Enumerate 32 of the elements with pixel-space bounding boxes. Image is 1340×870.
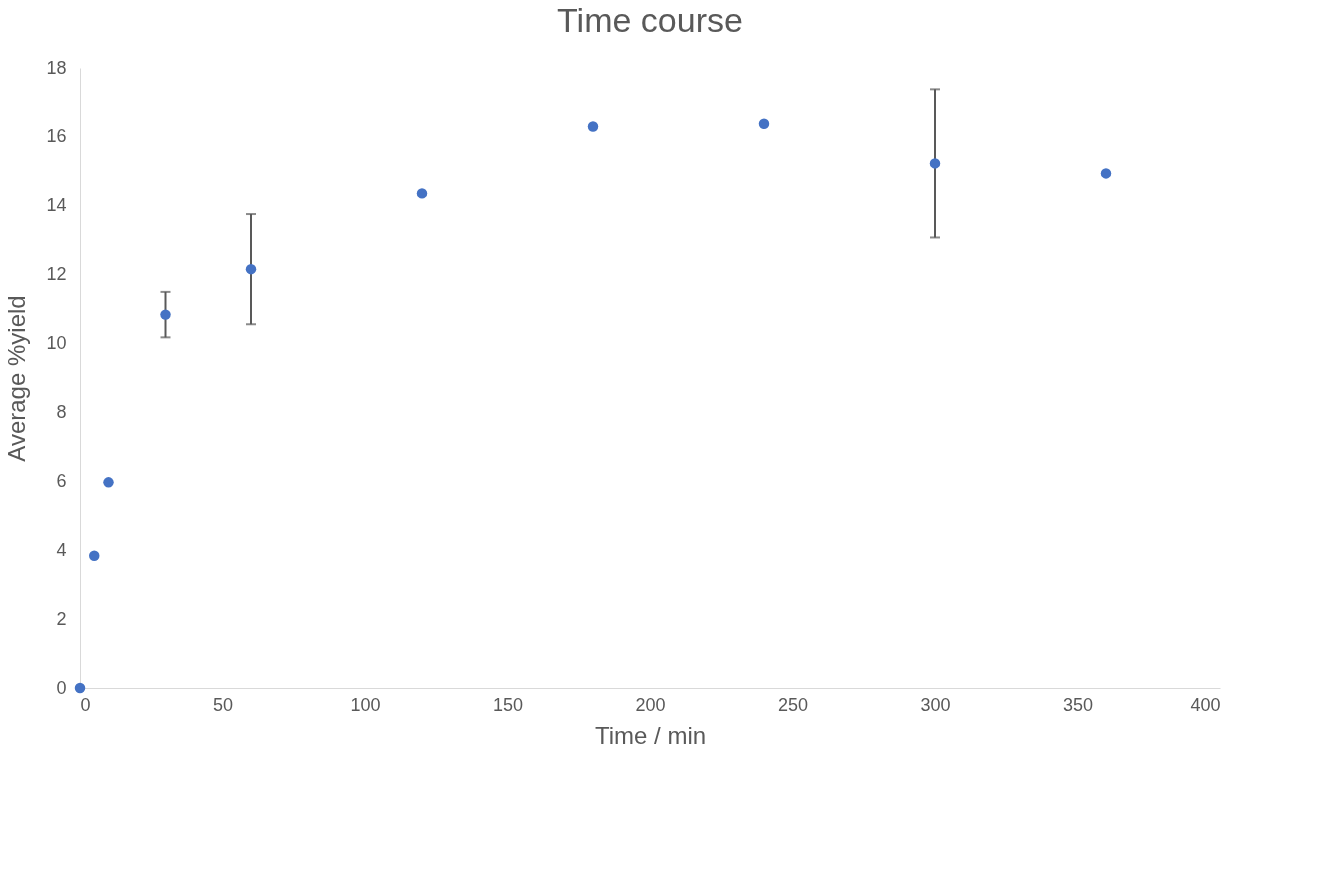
point bbox=[929, 158, 941, 169]
x-tick-label: 350 bbox=[1062, 694, 1094, 715]
y-tick-label: 2 bbox=[56, 608, 67, 629]
point bbox=[416, 188, 428, 199]
y-tick-label: 12 bbox=[46, 264, 67, 285]
point bbox=[160, 309, 171, 320]
y-axis-title: Average %yield bbox=[3, 295, 31, 462]
y-tick-label: 14 bbox=[46, 195, 67, 216]
point bbox=[758, 118, 770, 130]
point bbox=[1100, 168, 1112, 179]
x-axis-title: Time / min bbox=[594, 721, 707, 749]
point bbox=[245, 263, 257, 275]
x-tick-label: 250 bbox=[777, 694, 809, 715]
point bbox=[74, 682, 86, 694]
point bbox=[587, 121, 599, 132]
y-tick-label: 4 bbox=[56, 539, 67, 560]
y-tick-label: 10 bbox=[46, 333, 67, 354]
x-tick-label: 200 bbox=[635, 694, 666, 715]
y-tick-label: 6 bbox=[56, 470, 67, 491]
y-tick-label: 0 bbox=[56, 677, 67, 698]
point bbox=[103, 477, 114, 488]
y-tick-label: 16 bbox=[46, 126, 67, 147]
x-tick-label: 0 bbox=[80, 694, 91, 715]
y-tick-label: 8 bbox=[56, 401, 67, 422]
chart-title: Time course bbox=[557, 1, 743, 39]
x-tick-label: 50 bbox=[212, 694, 234, 715]
point bbox=[89, 550, 100, 561]
x-tick-label: 400 bbox=[1190, 694, 1221, 715]
x-tick-label: 300 bbox=[920, 694, 951, 715]
x-tick-label: 100 bbox=[350, 694, 381, 715]
y-tick-label: 18 bbox=[46, 57, 67, 78]
x-tick-label: 150 bbox=[492, 694, 524, 715]
